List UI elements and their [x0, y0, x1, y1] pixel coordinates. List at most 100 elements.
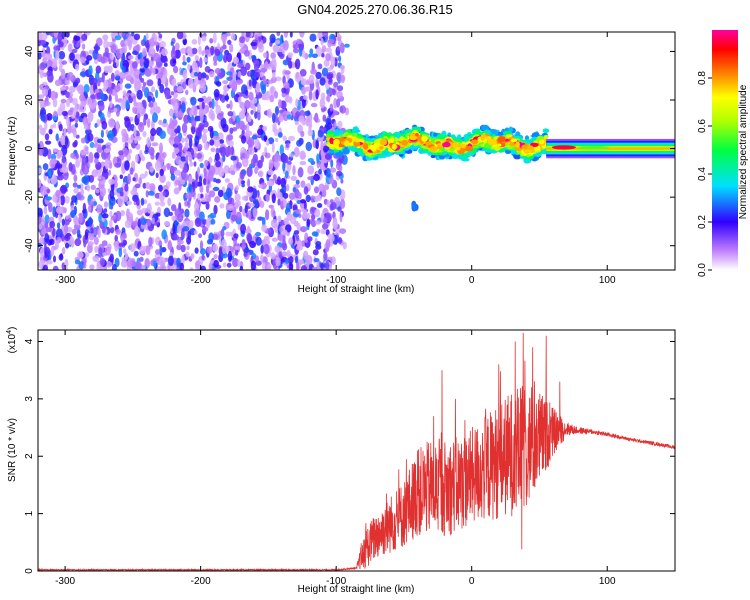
noise-speck	[300, 78, 307, 86]
x-tick-label: -200	[191, 275, 211, 286]
noise-speck	[109, 226, 115, 234]
noise-speck	[181, 254, 185, 266]
noise-speck	[321, 53, 325, 58]
noise-speck	[88, 175, 95, 183]
noise-speck	[114, 234, 118, 242]
noise-speck	[122, 232, 127, 239]
noise-speck	[272, 112, 276, 124]
noise-speck	[119, 47, 124, 55]
noise-speck	[304, 232, 309, 244]
noise-speck	[227, 250, 233, 262]
noise-speck	[182, 61, 187, 66]
noise-speck	[273, 160, 281, 169]
noise-speck	[287, 160, 292, 165]
signal-band-mark	[339, 137, 345, 142]
noise-speck	[117, 195, 125, 207]
noise-speck	[200, 265, 207, 270]
noise-speck	[226, 103, 231, 109]
noise-speck	[63, 223, 69, 235]
noise-speck	[307, 129, 314, 137]
noise-speck	[329, 103, 334, 112]
noise-speck	[65, 91, 70, 98]
noise-speck	[269, 94, 275, 103]
noise-speck	[194, 55, 199, 62]
noise-speck	[67, 71, 74, 81]
noise-speck	[203, 57, 208, 63]
noise-speck	[130, 92, 135, 97]
noise-speck	[256, 32, 263, 37]
noise-speck	[115, 75, 121, 80]
noise-speck	[330, 201, 337, 210]
noise-speck	[50, 124, 54, 130]
noise-speck	[61, 68, 66, 80]
noise-speck	[124, 71, 132, 76]
snr-panel: -300 -200 -100 0 100 0 1 2 3 4 Height of straigh…	[6, 327, 676, 595]
noise-speck	[254, 138, 260, 149]
noise-speck	[239, 101, 245, 109]
noise-speck	[224, 95, 230, 101]
noise-speck	[230, 155, 237, 161]
noise-speck	[56, 228, 63, 239]
noise-speck	[194, 71, 199, 77]
noise-speck	[140, 197, 145, 206]
noise-speck	[94, 158, 99, 164]
noise-speck	[332, 219, 338, 230]
noise-speck	[137, 218, 141, 229]
noise-speck	[305, 118, 310, 127]
figure-title: GN04.2025.270.06.36.R15	[297, 2, 452, 17]
noise-speck	[193, 161, 197, 167]
noise-speck	[172, 91, 178, 99]
noise-speck	[44, 133, 50, 141]
noise-speck	[110, 215, 117, 221]
noise-speck	[284, 170, 289, 179]
noise-speck	[232, 257, 239, 268]
y-tick-label: 20	[24, 94, 35, 106]
noise-speck	[44, 122, 48, 131]
noise-speck	[278, 251, 283, 260]
noise-speck	[61, 155, 67, 164]
noise-speck	[247, 186, 254, 193]
noise-speck	[316, 153, 320, 164]
noise-speck	[172, 59, 177, 64]
noise-speck	[295, 255, 299, 264]
noise-speck	[63, 127, 67, 137]
noise-speck	[325, 260, 330, 270]
noise-speck	[244, 150, 250, 160]
signal-band-mark	[442, 141, 451, 148]
noise-speck	[252, 207, 258, 218]
noise-speck	[140, 217, 147, 226]
y-tick-label: -40	[24, 238, 35, 253]
noise-speck	[250, 41, 257, 47]
noise-speck	[58, 50, 66, 60]
noise-speck	[75, 153, 79, 160]
noise-speck	[88, 154, 94, 164]
noise-speck	[219, 203, 225, 209]
noise-speck	[337, 206, 342, 212]
noise-speck	[230, 170, 236, 176]
noise-speck	[171, 78, 176, 87]
noise-speck	[227, 39, 232, 45]
noise-speck	[240, 180, 246, 185]
noise-speck	[147, 95, 153, 103]
noise-speck	[154, 160, 161, 172]
noise-speck	[213, 55, 218, 63]
x-tick-label: -200	[191, 576, 211, 587]
noise-speck	[283, 40, 289, 51]
noise-speck	[326, 73, 333, 80]
noise-speck	[293, 230, 300, 235]
noise-speck	[199, 193, 204, 199]
noise-speck	[148, 46, 155, 55]
noise-speck	[274, 245, 281, 253]
noise-speck	[42, 57, 48, 64]
noise-speck	[314, 208, 321, 218]
noise-speck	[234, 245, 241, 250]
noise-speck	[72, 182, 78, 188]
noise-speck	[337, 120, 343, 129]
noise-speck	[144, 170, 148, 177]
noise-speck	[111, 263, 117, 270]
noise-speck	[203, 167, 207, 177]
colorbar-ticks: 0.0 0.2 0.4 0.6 0.8	[697, 71, 712, 277]
noise-speck	[130, 189, 136, 196]
noise-speck	[95, 65, 102, 74]
noise-speck	[145, 245, 151, 256]
